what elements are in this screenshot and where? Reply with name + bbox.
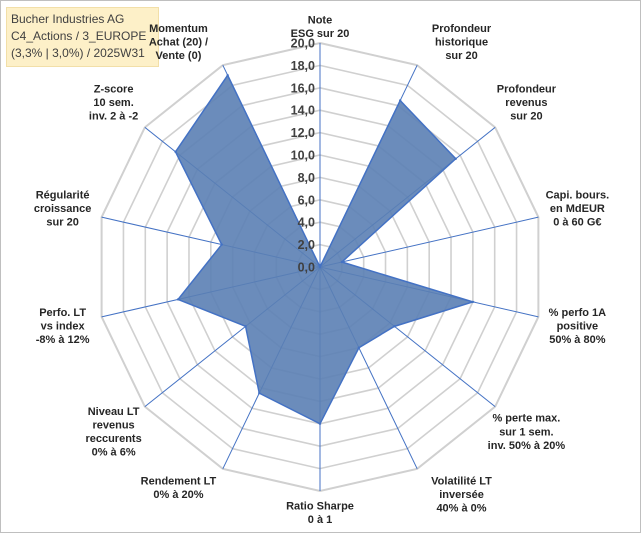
axis-label: Ratio Sharpe [286,501,354,513]
axis-label: 50% à 80% [549,334,605,346]
axis-label: inv. 50% à 20% [488,440,566,452]
axis-label: Rendement LT [141,475,217,487]
axis-label: ESG sur 20 [291,28,350,40]
axis-label: reccurents [85,433,141,445]
axis-label: inversée [439,489,484,501]
axis-label: sur 20 [445,50,477,62]
axis-label: revenus [92,420,134,432]
axis-spoke [319,216,539,268]
axis-label: positive [557,320,599,332]
axis-label: Momentum [149,23,208,35]
data-point [340,260,344,264]
axis-label: % perfo 1A [549,307,607,319]
axis-label: 0% à 20% [153,489,203,501]
axis-label: -8% à 12% [36,334,90,346]
data-point [244,325,247,328]
data-point [357,346,361,349]
axis-label: Vente (0) [156,50,202,62]
axis-label: Profondeur [497,83,557,95]
axis-label: en MdEUR [550,203,605,215]
axis-label: revenus [505,97,547,109]
axis-label: Capi. bours. [546,189,610,201]
axis-label: croissance [34,203,91,215]
axis-label: sur 1 sem. [499,426,553,438]
info-box-company: Bucher Industries AG [11,12,125,26]
tick-label: 6,0 [298,193,315,207]
axis-label: Note [308,14,332,26]
data-point [220,243,223,246]
tick-label: 2,0 [298,238,315,252]
info-box: Bucher Industries AG C4_Actions / 3_EURO… [6,7,159,67]
tick-label: 10,0 [291,149,315,163]
data-point [176,298,180,301]
data-point [226,74,229,77]
info-box-period: (3,3% | 3,0%) / 2025W31 [11,46,145,60]
tick-label: 20,0 [291,37,315,51]
data-point [318,422,322,425]
axis-label: Profondeur [432,23,492,35]
data-series-area [174,73,476,425]
tick-label: 18,0 [291,59,315,73]
tick-label: 8,0 [298,171,315,185]
tick-label: 4,0 [298,216,315,230]
data-point [258,391,261,395]
axis-label: Perfo. LT [39,307,86,319]
tick-label: 12,0 [291,126,315,140]
axis-label: Z-score [94,83,134,95]
data-point [393,325,396,328]
axis-label: sur 20 [510,111,542,123]
data-point [454,157,457,160]
axis-label: % perte max. [492,413,560,425]
axis-label: 0 à 1 [308,514,332,526]
data-point [471,300,475,304]
axis-label: Niveau LT [88,406,140,418]
axis-label: 40% à 0% [436,503,486,515]
tick-label: 14,0 [291,104,315,118]
axis-label: 0 à 60 G€ [553,217,601,229]
tick-label: 0,0 [298,261,315,275]
axis-label: Achat (20) / [149,36,208,48]
axis-label: Régularité [36,189,90,201]
axis-label: 10 sem. [93,97,133,109]
data-point [318,265,322,269]
tick-label: 16,0 [291,81,315,95]
axis-label: Volatilité LT [431,475,492,487]
data-point [398,99,402,102]
info-box-category: C4_Actions / 3_EUROPE [11,29,147,43]
axis-label: vs index [41,320,86,332]
axis-label: sur 20 [46,217,78,229]
axis-label: inv. 2 à -2 [89,111,138,123]
axis-label: historique [435,36,488,48]
axis-label: 0% à 6% [92,447,136,459]
data-point [174,150,177,153]
